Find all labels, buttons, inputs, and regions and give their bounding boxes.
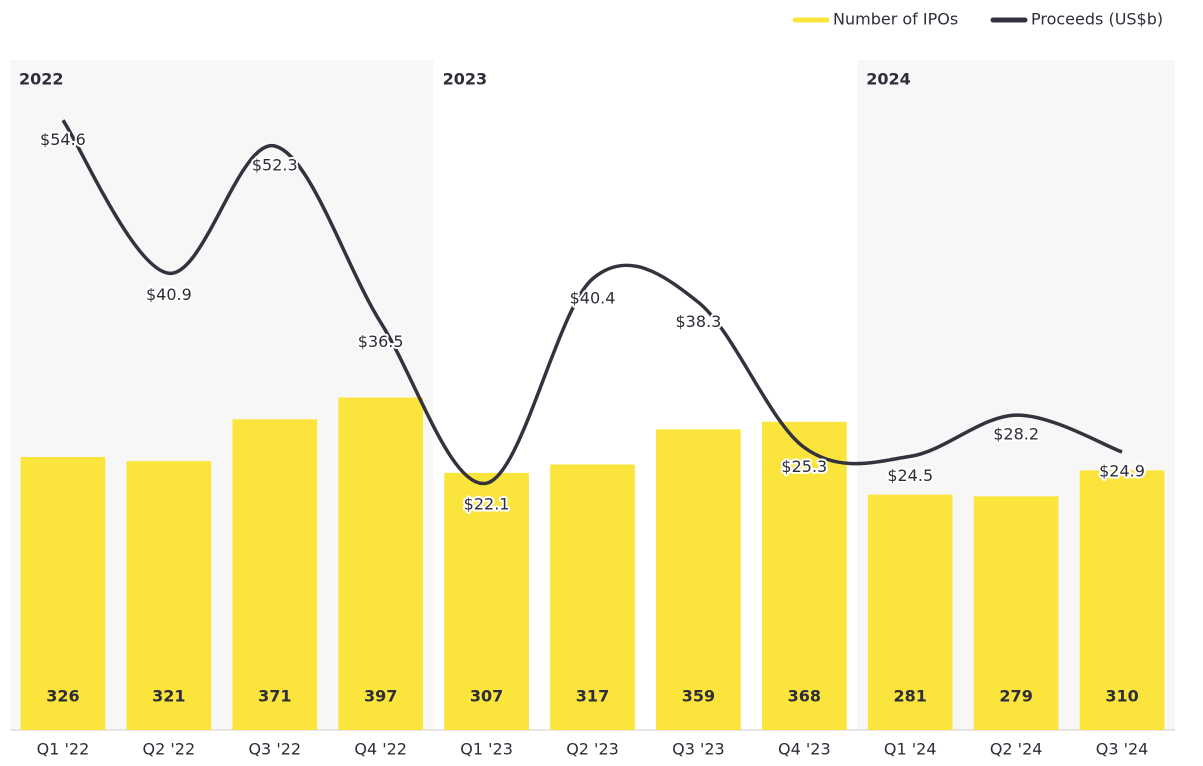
line-label: $40.4 (570, 288, 616, 307)
line-label: $25.3 (781, 457, 827, 476)
line (61, 119, 1123, 485)
x-tick-label: Q3 '24 (1096, 740, 1149, 759)
bar (656, 429, 741, 730)
x-tick-label: Q4 '23 (778, 740, 831, 759)
bar (232, 419, 318, 730)
bar (973, 496, 1059, 730)
period-label: 2022 (19, 70, 64, 89)
bar-label: 368 (788, 687, 821, 706)
bar-label: 310 (1105, 687, 1138, 706)
bar-label: 281 (894, 687, 927, 706)
x-tick-label: Q4 '22 (354, 740, 407, 759)
bar-label: 317 (576, 687, 609, 706)
bar (338, 397, 424, 730)
period-label: 2024 (866, 70, 911, 89)
legend-label: Proceeds (US$b) (1031, 10, 1163, 29)
line-label: $38.3 (676, 312, 722, 331)
bar-label: 279 (999, 687, 1032, 706)
bar-label: 321 (152, 687, 185, 706)
bar (867, 494, 953, 730)
bar (1079, 470, 1165, 730)
period-label: 2023 (443, 70, 488, 89)
bar-label: 397 (364, 687, 397, 706)
bar (761, 421, 847, 730)
line-label: $40.9 (146, 285, 192, 304)
line-label: $28.2 (993, 425, 1039, 444)
line-label: $22.1 (464, 495, 510, 514)
x-tick-label: Q2 '24 (990, 740, 1043, 759)
bar-label: 307 (470, 687, 503, 706)
x-tick-label: Q3 '23 (672, 740, 725, 759)
x-tick-label: Q1 '22 (37, 740, 90, 759)
bar-label: 371 (258, 687, 291, 706)
x-tick-label: Q1 '23 (460, 740, 513, 759)
line-label: $24.5 (887, 466, 933, 485)
bar (126, 461, 212, 730)
x-tick-label: Q2 '23 (566, 740, 619, 759)
bar-label: 326 (46, 687, 79, 706)
x-tick-label: Q1 '24 (884, 740, 937, 759)
x-tick-label: Q2 '22 (143, 740, 196, 759)
line-label: $52.3 (252, 155, 298, 174)
bar (550, 464, 635, 730)
x-tick-label: Q3 '22 (248, 740, 301, 759)
bar (20, 456, 106, 730)
line-label: $36.5 (358, 332, 404, 351)
line-label: $54.6 (40, 130, 86, 149)
line-label: $24.9 (1099, 461, 1145, 480)
bar (444, 472, 529, 730)
legend-label: Number of IPOs (833, 10, 958, 29)
bar-label: 359 (682, 687, 715, 706)
